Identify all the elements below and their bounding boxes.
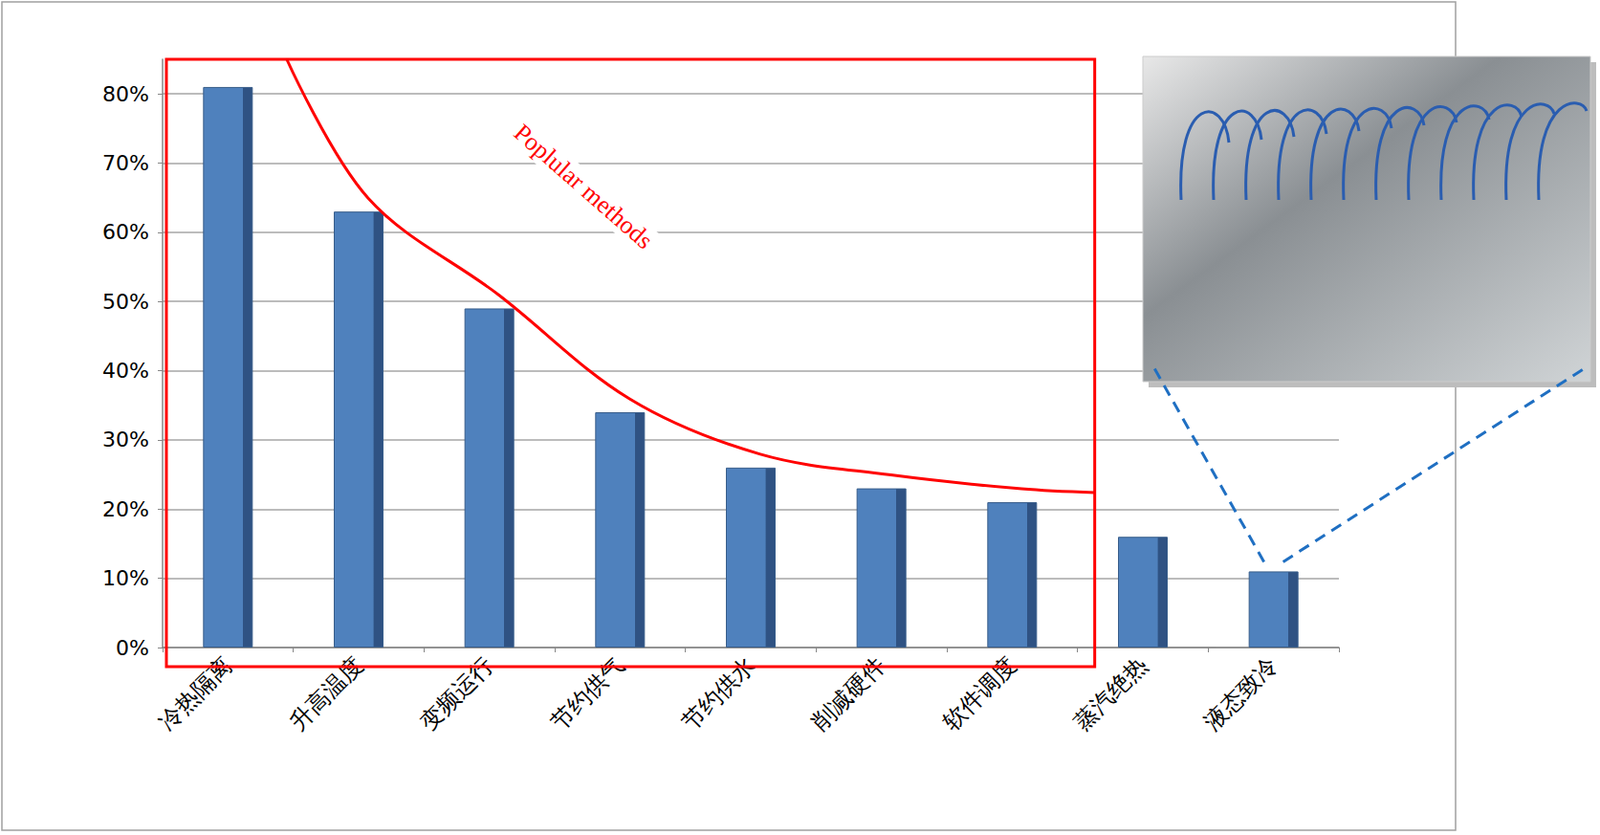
svg-text:变频运行: 变频运行: [415, 651, 500, 736]
svg-text:50%: 50%: [102, 289, 150, 314]
svg-text:节约供水: 节约供水: [676, 651, 761, 736]
svg-text:蒸汽绝热: 蒸汽绝热: [1068, 651, 1153, 736]
svg-text:80%: 80%: [102, 82, 150, 107]
svg-text:冷热隔离: 冷热隔离: [153, 651, 238, 736]
svg-text:升高温度: 升高温度: [284, 651, 369, 736]
svg-text:10%: 10%: [102, 566, 150, 591]
svg-text:节约供气: 节约供气: [546, 651, 631, 736]
svg-text:40%: 40%: [102, 358, 150, 383]
svg-text:软件调度: 软件调度: [938, 651, 1023, 736]
svg-text:20%: 20%: [102, 497, 150, 522]
svg-text:Poplular methods: Poplular methods: [508, 118, 658, 255]
svg-text:液态致冷: 液态致冷: [1199, 651, 1284, 736]
svg-text:70%: 70%: [102, 151, 150, 176]
svg-text:削减硬件: 削减硬件: [807, 651, 892, 736]
svg-text:30%: 30%: [102, 427, 150, 452]
svg-text:0%: 0%: [115, 635, 150, 660]
svg-text:60%: 60%: [102, 219, 150, 244]
